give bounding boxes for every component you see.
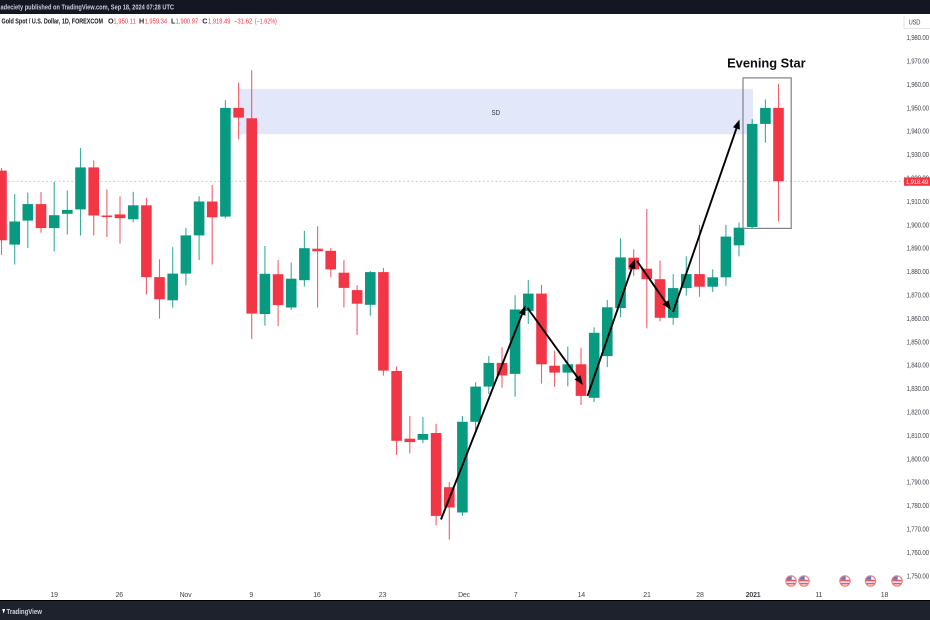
svg-text:1,940.00: 1,940.00 — [907, 129, 930, 136]
svg-text:7: 7 — [514, 592, 518, 599]
svg-text:26: 26 — [116, 592, 124, 599]
svg-text:O: O — [108, 16, 114, 25]
svg-text:1,850.00: 1,850.00 — [907, 339, 930, 346]
svg-text:Evening Star: Evening Star — [727, 57, 806, 71]
svg-text:1,770.00: 1,770.00 — [907, 527, 930, 534]
svg-text:1,980.00: 1,980.00 — [907, 35, 930, 42]
svg-text:USD: USD — [909, 19, 921, 26]
svg-text:1,800.00: 1,800.00 — [907, 456, 930, 463]
svg-text:2021: 2021 — [746, 592, 761, 599]
svg-text:adeciety published on TradingV: adeciety published on TradingView.com, S… — [1, 3, 175, 12]
svg-text:1,950.11: 1,950.11 — [113, 16, 135, 25]
svg-text:1,910.00: 1,910.00 — [907, 199, 930, 206]
svg-text:−31.62: −31.62 — [234, 16, 253, 25]
svg-text:SD: SD — [492, 108, 501, 117]
svg-text:Gold Spot / U.S. Dollar, 1D, F: Gold Spot / U.S. Dollar, 1D, FOREXCOM — [2, 16, 104, 25]
svg-text:1,970.00: 1,970.00 — [907, 59, 930, 66]
svg-text:L: L — [171, 16, 176, 25]
svg-text:1,760.00: 1,760.00 — [907, 550, 930, 557]
svg-text:H: H — [139, 16, 144, 25]
svg-text:1,930.00: 1,930.00 — [907, 152, 930, 159]
svg-text:C: C — [202, 16, 207, 25]
svg-text:1,880.00: 1,880.00 — [907, 269, 930, 276]
svg-text:1,900.97: 1,900.97 — [176, 16, 199, 25]
svg-text:Dec: Dec — [458, 592, 471, 599]
svg-text:1,820.00: 1,820.00 — [907, 410, 930, 417]
svg-text:(−1.62%): (−1.62%) — [255, 16, 277, 25]
svg-text:TradingView: TradingView — [7, 607, 43, 616]
svg-text:1,830.00: 1,830.00 — [907, 386, 930, 393]
svg-text:9: 9 — [249, 592, 253, 599]
svg-text:16: 16 — [313, 592, 321, 599]
svg-text:28: 28 — [696, 592, 704, 599]
svg-text:14: 14 — [578, 592, 586, 599]
svg-text:1,860.00: 1,860.00 — [907, 316, 930, 323]
svg-text:1,780.00: 1,780.00 — [907, 503, 930, 510]
svg-text:19: 19 — [50, 592, 58, 599]
svg-text:23: 23 — [379, 592, 387, 599]
svg-text:1,959.34: 1,959.34 — [145, 16, 168, 25]
svg-text:1,870.00: 1,870.00 — [907, 293, 930, 300]
svg-text:1,750.00: 1,750.00 — [907, 573, 930, 580]
svg-text:1,918.49: 1,918.49 — [906, 179, 928, 186]
svg-text:1,890.00: 1,890.00 — [907, 246, 930, 253]
svg-text:1,918.49: 1,918.49 — [208, 16, 231, 25]
svg-text:1,950.00: 1,950.00 — [907, 105, 930, 112]
svg-text:1,900.00: 1,900.00 — [907, 222, 930, 229]
svg-text:1,840.00: 1,840.00 — [907, 363, 930, 370]
svg-text:18: 18 — [881, 592, 889, 599]
svg-text:1,960.00: 1,960.00 — [907, 82, 930, 89]
svg-text:Nov: Nov — [180, 592, 193, 599]
svg-text:11: 11 — [815, 592, 822, 599]
svg-text:1,810.00: 1,810.00 — [907, 433, 930, 440]
svg-text:1,790.00: 1,790.00 — [907, 480, 930, 487]
svg-text:21: 21 — [643, 592, 651, 599]
